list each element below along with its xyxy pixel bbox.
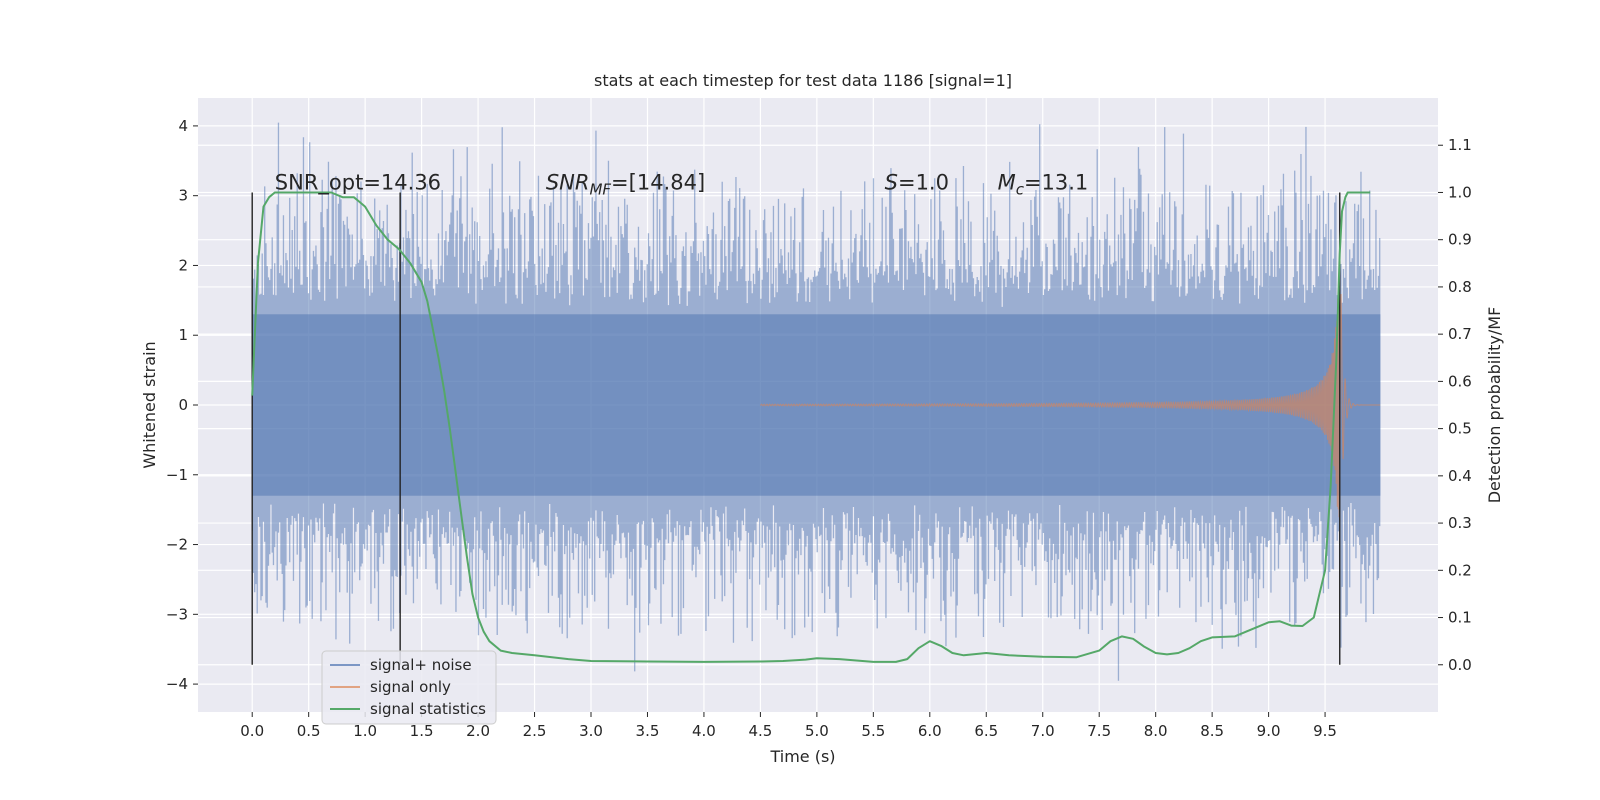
x-tick-label: 4.5 [748,722,772,740]
x-axis-ticks: 0.0 0.5 1.0 1.5 2.0 2.5 3.0 3.5 4.0 4.5 5.0 5.5 6.0 6… [240,712,1337,740]
annotation-mc-rest: =13.1 [1024,170,1088,194]
legend-label: signal statistics [370,700,486,718]
y2-tick-label: 0.0 [1448,656,1472,674]
y-tick-label: −1 [166,466,188,484]
x-tick-label: 0.0 [240,722,264,740]
y2-tick-label: 0.8 [1448,278,1472,296]
x-tick-label: 8.0 [1144,722,1168,740]
annotation-mc: Mc=13.1 [998,170,1089,198]
series-signal-only [760,266,1381,521]
y2-tick-label: 0.4 [1448,467,1472,485]
y2-tick-label: 0.3 [1448,514,1472,532]
y2-tick-label: 0.2 [1448,561,1472,579]
chirp-trace [760,266,1381,521]
x-axis-title: Time (s) [769,747,835,766]
annotation-snr-mf: SNRMF=[14.84] [546,170,705,198]
y-tick-label: 2 [178,256,188,274]
annotation-snr-mf-rest: =[14.84] [611,170,705,194]
legend-box [321,650,497,725]
x-tick-label: 1.5 [410,722,434,740]
y2-tick-label: 1.1 [1448,136,1472,154]
series-signal-statistics [251,191,1371,663]
x-tick-label: 2.0 [466,722,490,740]
y2-tick-label: 0.5 [1448,420,1472,438]
annotation-mc-sub: c [1016,180,1025,198]
x-tick-label: 6.5 [974,722,998,740]
x-tick-label: 5.0 [805,722,829,740]
y-tick-label: −3 [166,605,188,623]
y-axis-title: Whitened strain [140,341,159,468]
annotation-s: S=1.0 [885,170,949,194]
annotation-s-main: S [885,170,898,194]
y2-tick-label: 0.1 [1448,609,1472,627]
y-tick-label: −4 [166,675,188,693]
y2-axis-title: Detection probability/MF [1485,307,1504,504]
x-tick-label: 7.5 [1087,722,1111,740]
legend-label: signal only [370,678,451,696]
x-tick-label: 2.5 [523,722,547,740]
x-tick-label: 6.0 [918,722,942,740]
y-tick-label: 3 [178,187,188,205]
legend: signal+ noise signal only signal statistic… [321,650,497,725]
y-tick-label: −2 [166,536,188,554]
y2-axis-ticks: 1.1 1.0 0.9 0.8 0.7 0.6 0.5 0.4 0.3 0.2 0.1 0.0 [1438,136,1472,674]
legend-label: signal+ noise [370,656,472,674]
chart-title: stats at each timestep for test data 118… [594,71,1012,90]
y2-tick-label: 1.0 [1448,183,1472,201]
stats-line [251,191,1371,663]
x-tick-label: 5.5 [861,722,885,740]
annotation-s-rest: =1.0 [898,170,949,194]
x-tick-label: 7.0 [1031,722,1055,740]
annotation-snr-opt: SNR_opt=14.36 [275,170,441,195]
annotation-snr-mf-sub: MF [589,180,611,198]
y2-tick-label: 0.7 [1448,325,1472,343]
y2-tick-label: 0.6 [1448,372,1472,390]
x-tick-label: 8.5 [1200,722,1224,740]
x-tick-label: 4.0 [692,722,716,740]
y-axis-ticks: 4 3 2 1 0 −1 −2 −3 −4 [166,117,198,693]
x-tick-label: 3.5 [636,722,660,740]
x-tick-label: 9.0 [1257,722,1281,740]
x-tick-label: 0.5 [297,722,321,740]
y-tick-label: 1 [178,326,188,344]
annotation-snr-mf-main: SNR [546,170,590,194]
y2-tick-label: 0.9 [1448,231,1472,249]
annotations: SNR_opt=14.36 SNRMF=[14.84] S=1.0 Mc=13.1 [275,170,1089,198]
x-tick-label: 1.0 [353,722,377,740]
y-tick-label: 0 [178,396,188,414]
x-tick-label: 9.5 [1313,722,1337,740]
x-tick-label: 3.0 [579,722,603,740]
y-tick-label: 4 [178,117,188,135]
annotation-mc-main: M [998,170,1016,194]
